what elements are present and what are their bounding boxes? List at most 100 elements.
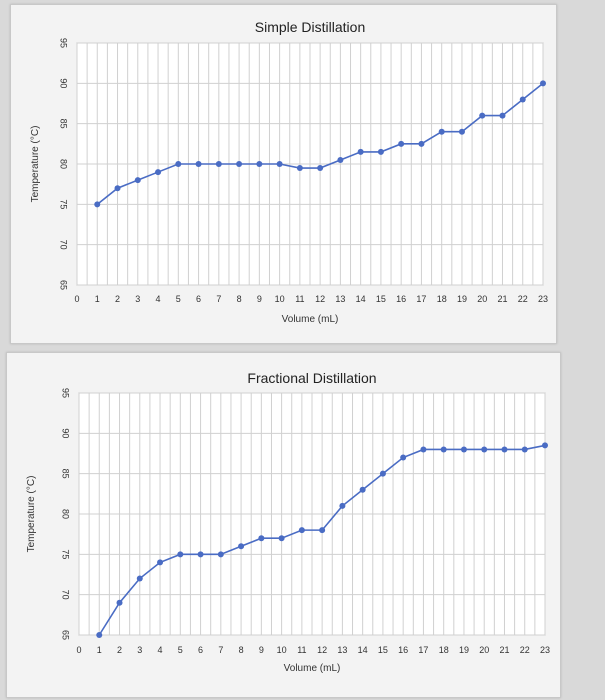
x-tick-label: 5 (178, 645, 183, 655)
x-tick-label: 23 (540, 645, 550, 655)
x-tick-label: 16 (398, 645, 408, 655)
data-point (134, 177, 141, 184)
simple-distillation-panel: Simple Distillation 0 1 2 3 4 5 6 7 8 9 10 11 12 13 14 1… (10, 4, 557, 344)
data-point (479, 112, 486, 119)
data-point (460, 446, 467, 453)
x-tick-label: 22 (518, 294, 528, 304)
x-tick-label: 21 (499, 645, 509, 655)
data-point (377, 148, 384, 155)
x-tick-label: 19 (457, 294, 467, 304)
x-tick-label: 17 (416, 294, 426, 304)
x-tick-label: 23 (538, 294, 548, 304)
data-point (175, 161, 182, 167)
x-axis-label: Volume (mL) (284, 663, 341, 674)
x-tick-label: 17 (418, 645, 428, 655)
x-tick-label: 7 (218, 645, 223, 655)
x-tick-label: 12 (317, 645, 327, 655)
data-point (177, 551, 184, 558)
x-tick-label: 3 (135, 294, 140, 304)
x-tick-label: 10 (277, 645, 287, 655)
y-tick-label: 65 (59, 280, 69, 290)
x-tick-label: 16 (396, 294, 406, 304)
y-axis-label: Temperature (°C) (26, 476, 37, 553)
data-point (357, 148, 364, 155)
x-tick-label: 20 (479, 645, 489, 655)
y-tick-label: 75 (59, 199, 69, 209)
data-point (379, 470, 386, 477)
x-tick-label: 14 (358, 645, 368, 655)
x-tick-label: 13 (335, 294, 345, 304)
x-tick-label: 0 (74, 294, 79, 304)
data-point (521, 446, 528, 453)
x-tick-label: 22 (520, 645, 530, 655)
y-tick-label: 95 (59, 38, 69, 48)
data-point (276, 161, 283, 167)
data-point (195, 161, 202, 167)
y-tick-label: 65 (61, 630, 71, 640)
data-point (337, 156, 344, 163)
data-point (481, 446, 488, 453)
data-point (317, 165, 324, 172)
x-tick-label: 2 (115, 294, 120, 304)
x-tick-label: 15 (376, 294, 386, 304)
y-tick-label: 90 (61, 428, 71, 438)
y-tick-label: 80 (59, 159, 69, 169)
data-point (96, 632, 103, 638)
x-tick-label: 8 (237, 294, 242, 304)
data-point (540, 80, 546, 87)
data-point (157, 559, 164, 566)
data-point (238, 543, 245, 550)
x-tick-label: 10 (275, 294, 285, 304)
y-tick-label: 70 (59, 240, 69, 250)
data-point (215, 161, 222, 167)
data-point (116, 599, 123, 606)
x-tick-label: 2 (117, 645, 122, 655)
y-tick-label: 95 (61, 388, 71, 398)
x-tick-label: 13 (337, 645, 347, 655)
chart-title: Fractional Distillation (247, 370, 376, 386)
y-tick-label: 80 (61, 509, 71, 519)
data-point (420, 446, 427, 453)
data-point (114, 185, 121, 192)
y-tick-label: 70 (61, 590, 71, 600)
x-tick-label: 11 (297, 645, 306, 655)
y-tick-label: 85 (59, 119, 69, 129)
x-axis-label: Volume (mL) (282, 314, 339, 325)
data-point (197, 551, 204, 558)
x-tick-label: 6 (196, 294, 201, 304)
x-tick-label: 9 (257, 294, 262, 304)
data-point (256, 161, 263, 167)
x-tick-label: 18 (439, 645, 449, 655)
data-point (94, 201, 101, 208)
x-tick-label: 1 (95, 294, 100, 304)
x-tick-label: 0 (76, 645, 81, 655)
data-point (278, 535, 285, 542)
data-point (136, 575, 143, 582)
y-axis-label: Temperature (°C) (30, 126, 41, 203)
data-point (236, 161, 243, 167)
x-tick-label: 18 (437, 294, 447, 304)
data-point (458, 128, 465, 135)
data-point (418, 140, 425, 147)
data-point (155, 169, 162, 176)
data-point (217, 551, 224, 558)
x-tick-label: 1 (97, 645, 102, 655)
x-tick-label: 15 (378, 645, 388, 655)
x-tick-label: 5 (176, 294, 181, 304)
x-tick-label: 21 (497, 294, 507, 304)
data-point (258, 535, 265, 542)
y-tick-label: 85 (61, 469, 71, 479)
data-point (319, 527, 326, 534)
x-tick-label: 7 (216, 294, 221, 304)
data-point (499, 112, 506, 119)
data-point (501, 446, 508, 453)
y-tick-label: 90 (59, 78, 69, 88)
data-point (542, 442, 548, 449)
chart-title: Simple Distillation (255, 19, 365, 35)
x-tick-label: 3 (137, 645, 142, 655)
fractional-distillation-panel: Fractional Distillation 0 1 2 3 4 5 6 7 8 9 10 11 12 1… (6, 352, 561, 698)
x-tick-label: 4 (156, 294, 161, 304)
x-tick-label: 9 (259, 645, 264, 655)
